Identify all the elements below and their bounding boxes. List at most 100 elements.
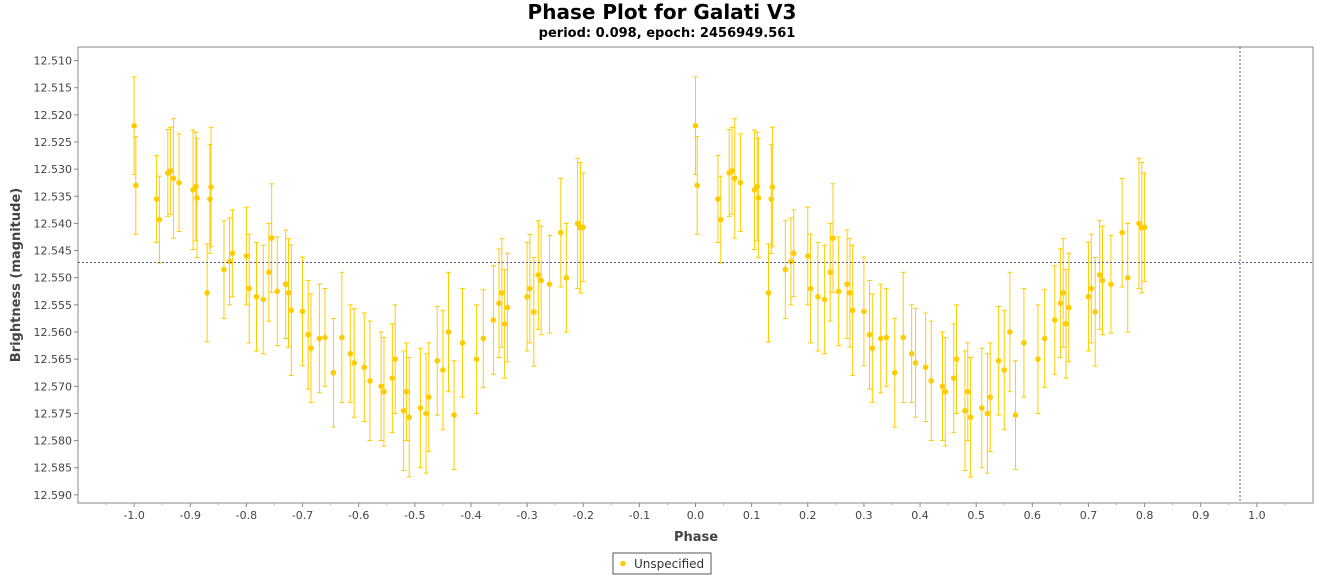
- data-point[interactable]: [877, 335, 884, 342]
- data-point[interactable]: [260, 296, 267, 303]
- data-point[interactable]: [243, 253, 250, 259]
- data-point[interactable]: [1092, 309, 1098, 315]
- data-point[interactable]: [769, 184, 776, 190]
- data-point[interactable]: [790, 250, 797, 257]
- data-point[interactable]: [1021, 340, 1027, 346]
- data-point[interactable]: [531, 309, 537, 315]
- data-point[interactable]: [208, 184, 214, 190]
- data-point[interactable]: [381, 388, 387, 395]
- data-point[interactable]: [912, 360, 919, 366]
- data-point[interactable]: [282, 281, 289, 288]
- data-point[interactable]: [729, 167, 735, 174]
- data-point[interactable]: [869, 345, 876, 352]
- data-point[interactable]: [339, 334, 345, 341]
- data-point[interactable]: [815, 293, 821, 300]
- data-point[interactable]: [367, 378, 373, 384]
- data-point[interactable]: [939, 383, 946, 390]
- data-point[interactable]: [378, 383, 384, 390]
- data-point[interactable]: [330, 369, 337, 376]
- data-point[interactable]: [953, 356, 960, 362]
- data-point[interactable]: [176, 179, 182, 186]
- data-point[interactable]: [908, 350, 915, 357]
- data-point[interactable]: [361, 364, 368, 371]
- data-point[interactable]: [1063, 321, 1069, 327]
- data-point[interactable]: [400, 407, 407, 414]
- data-point[interactable]: [807, 285, 814, 292]
- data-point[interactable]: [1012, 412, 1019, 418]
- data-point[interactable]: [849, 307, 856, 314]
- data-point[interactable]: [737, 179, 744, 186]
- data-point[interactable]: [1057, 300, 1064, 307]
- data-point[interactable]: [1088, 285, 1095, 292]
- data-point[interactable]: [153, 196, 160, 202]
- data-point[interactable]: [156, 216, 163, 223]
- data-point[interactable]: [574, 220, 581, 227]
- data-point[interactable]: [1035, 356, 1041, 362]
- data-point[interactable]: [246, 285, 253, 292]
- data-point[interactable]: [504, 304, 511, 311]
- data-point[interactable]: [426, 394, 432, 400]
- data-point[interactable]: [193, 183, 199, 190]
- data-point[interactable]: [170, 175, 177, 182]
- data-point[interactable]: [316, 335, 323, 342]
- data-point[interactable]: [847, 290, 853, 296]
- data-point[interactable]: [883, 334, 890, 341]
- data-point[interactable]: [984, 410, 991, 417]
- data-point[interactable]: [563, 274, 570, 281]
- data-point[interactable]: [253, 293, 260, 300]
- data-point[interactable]: [967, 414, 974, 421]
- data-point[interactable]: [133, 182, 139, 189]
- data-point[interactable]: [524, 293, 530, 300]
- data-point[interactable]: [527, 285, 533, 292]
- data-point[interactable]: [499, 290, 505, 296]
- data-point[interactable]: [535, 272, 542, 278]
- data-point[interactable]: [1007, 329, 1013, 335]
- data-point[interactable]: [1060, 290, 1066, 296]
- data-point[interactable]: [788, 258, 794, 265]
- data-point[interactable]: [392, 356, 398, 362]
- legend[interactable]: Unspecified: [612, 552, 712, 575]
- data-point[interactable]: [490, 317, 497, 323]
- data-point[interactable]: [440, 367, 446, 373]
- data-point[interactable]: [866, 331, 873, 338]
- data-point[interactable]: [204, 290, 210, 296]
- data-point[interactable]: [322, 334, 328, 341]
- data-point[interactable]: [1096, 272, 1103, 278]
- data-point[interactable]: [417, 405, 424, 411]
- data-point[interactable]: [557, 229, 564, 236]
- data-point[interactable]: [451, 412, 457, 418]
- data-point[interactable]: [1119, 229, 1125, 236]
- data-point[interactable]: [423, 410, 429, 417]
- data-point[interactable]: [501, 321, 508, 327]
- data-point[interactable]: [459, 340, 466, 346]
- data-point[interactable]: [942, 388, 949, 395]
- data-point[interactable]: [266, 269, 272, 276]
- data-point[interactable]: [347, 350, 354, 357]
- data-point[interactable]: [950, 375, 957, 381]
- data-point[interactable]: [755, 195, 762, 201]
- data-point[interactable]: [496, 300, 502, 307]
- data-point[interactable]: [229, 250, 236, 257]
- data-point[interactable]: [268, 235, 275, 241]
- data-point[interactable]: [964, 388, 971, 395]
- data-point[interactable]: [1141, 224, 1148, 231]
- data-point[interactable]: [305, 331, 311, 338]
- data-point[interactable]: [274, 288, 281, 295]
- data-point[interactable]: [299, 308, 306, 315]
- data-point[interactable]: [978, 405, 985, 411]
- data-point[interactable]: [1099, 277, 1106, 284]
- data-point[interactable]: [480, 335, 487, 342]
- data-point[interactable]: [538, 277, 544, 284]
- data-point[interactable]: [1051, 317, 1058, 323]
- data-point[interactable]: [351, 360, 357, 366]
- data-point[interactable]: [830, 235, 836, 241]
- data-point[interactable]: [207, 196, 213, 202]
- data-point[interactable]: [922, 364, 929, 371]
- data-point[interactable]: [308, 345, 314, 352]
- data-point[interactable]: [928, 378, 935, 384]
- data-point[interactable]: [900, 334, 907, 341]
- data-point[interactable]: [1041, 335, 1048, 342]
- data-point[interactable]: [692, 122, 699, 129]
- data-point[interactable]: [768, 196, 775, 202]
- data-point[interactable]: [754, 183, 761, 190]
